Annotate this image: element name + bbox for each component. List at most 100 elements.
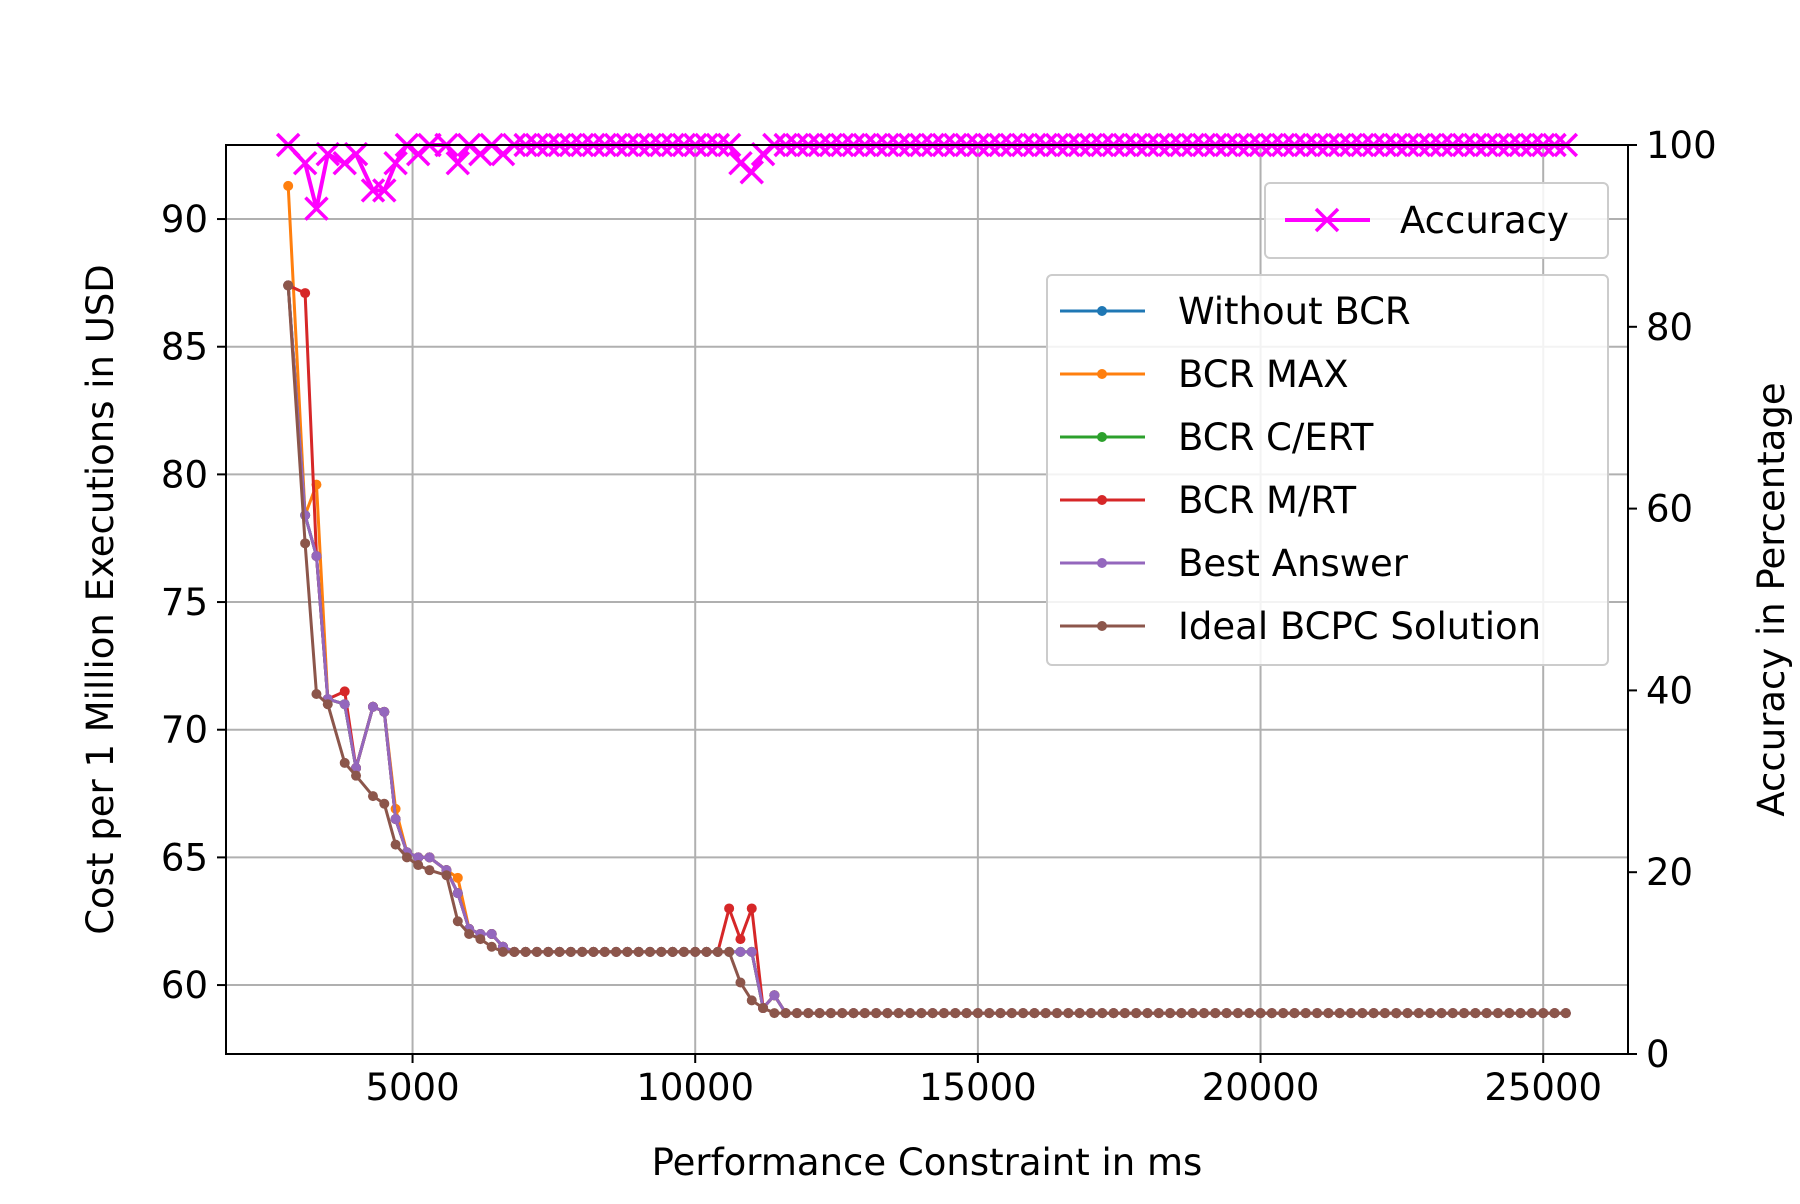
marker-accuracy-39 xyxy=(739,160,764,185)
marker-ideal-bcpc-solution-21 xyxy=(543,946,554,957)
left-y-tick-label-1: 65 xyxy=(161,836,208,879)
legend-secondary: Accuracy xyxy=(1264,182,1609,259)
marker-ideal-bcpc-solution-78 xyxy=(1187,1008,1198,1019)
marker-ideal-bcpc-solution-40 xyxy=(758,1003,769,1014)
marker-ideal-bcpc-solution-95 xyxy=(1379,1008,1390,1019)
marker-ideal-bcpc-solution-48 xyxy=(848,1008,859,1019)
marker-ideal-bcpc-solution-37 xyxy=(724,946,735,957)
left-y-tick-label-4: 80 xyxy=(161,453,208,496)
marker-ideal-bcpc-solution-4 xyxy=(339,757,350,768)
marker-ideal-bcpc-solution-79 xyxy=(1199,1008,1210,1019)
legend-swatch-marker-bcr-m-rt xyxy=(1097,495,1107,505)
legend-swatch-marker-bcr-max xyxy=(1097,369,1107,379)
marker-ideal-bcpc-solution-5 xyxy=(351,770,362,781)
right-y-tick-label-4: 80 xyxy=(1646,306,1693,349)
marker-ideal-bcpc-solution-99 xyxy=(1425,1008,1436,1019)
marker-best-answer-7 xyxy=(379,706,390,717)
marker-ideal-bcpc-solution-42 xyxy=(780,1008,791,1019)
x-tick-label-0: 5000 xyxy=(365,1066,459,1109)
right-y-tick-label-3: 60 xyxy=(1646,488,1693,531)
tick-layer: 5000 10000 15000 20000 25000 60 65 70 75 80 85 90 0 2… xyxy=(161,124,1717,1109)
marker-ideal-bcpc-solution-72 xyxy=(1119,1008,1130,1019)
marker-ideal-bcpc-solution-65 xyxy=(1040,1008,1051,1019)
legend-primary-box xyxy=(1046,274,1609,666)
marker-ideal-bcpc-solution-2 xyxy=(311,688,322,699)
marker-ideal-bcpc-solution-92 xyxy=(1345,1008,1356,1019)
marker-bcr-max-13 xyxy=(452,872,463,883)
marker-ideal-bcpc-solution-15 xyxy=(475,934,486,945)
left-y-tick-label-5: 85 xyxy=(161,326,208,369)
marker-ideal-bcpc-solution-25 xyxy=(588,946,599,957)
marker-accuracy-1 xyxy=(292,150,318,176)
marker-ideal-bcpc-solution-58 xyxy=(961,1008,972,1019)
series-line-ideal-bcpc-solution xyxy=(286,285,1566,1015)
marker-bcr-m-rt-38 xyxy=(735,934,746,945)
marker-ideal-bcpc-solution-8 xyxy=(390,839,401,850)
marker-ideal-bcpc-solution-38 xyxy=(735,977,746,988)
marker-ideal-bcpc-solution-30 xyxy=(644,946,655,957)
marker-ideal-bcpc-solution-44 xyxy=(803,1008,814,1019)
legend-swatch-marker-bcr-c-ert xyxy=(1097,432,1107,442)
marker-best-answer-41 xyxy=(769,990,780,1001)
marker-best-answer-10 xyxy=(413,852,424,863)
marker-ideal-bcpc-solution-101 xyxy=(1447,1008,1458,1019)
marker-accuracy-8 xyxy=(383,150,408,176)
marker-ideal-bcpc-solution-56 xyxy=(938,1008,949,1019)
marker-bcr-m-rt-4 xyxy=(339,686,350,697)
marker-ideal-bcpc-solution-104 xyxy=(1481,1008,1492,1019)
marker-ideal-bcpc-solution-43 xyxy=(791,1008,802,1019)
marker-ideal-bcpc-solution-59 xyxy=(972,1008,983,1019)
x-tick-label-2: 15000 xyxy=(919,1066,1037,1109)
marker-stroke-b xyxy=(360,178,386,203)
marker-ideal-bcpc-solution-60 xyxy=(984,1008,995,1019)
marker-ideal-bcpc-solution-103 xyxy=(1470,1008,1481,1019)
left-y-tick-label-3: 75 xyxy=(161,581,208,624)
marker-best-answer-11 xyxy=(424,852,435,863)
marker-ideal-bcpc-solution-47 xyxy=(837,1008,848,1019)
legend-swatch-marker-ideal-bcpc-solution xyxy=(1097,621,1107,631)
marker-ideal-bcpc-solution-102 xyxy=(1459,1008,1470,1019)
marker-ideal-bcpc-solution-34 xyxy=(690,946,701,957)
marker-ideal-bcpc-solution-23 xyxy=(565,946,576,957)
marker-stroke-b xyxy=(445,150,471,176)
marker-stroke-b xyxy=(304,196,329,221)
legend-label-bcr-m-rt: BCR M/RT xyxy=(1178,479,1356,522)
marker-ideal-bcpc-solution-94 xyxy=(1368,1008,1379,1019)
marker-ideal-bcpc-solution-55 xyxy=(927,1008,938,1019)
left-y-axis-label: Cost per 1 Million Executions in USD xyxy=(79,264,122,935)
marker-best-answer-4 xyxy=(339,699,350,710)
x-tick-label-4: 25000 xyxy=(1484,1066,1602,1109)
marker-ideal-bcpc-solution-70 xyxy=(1097,1008,1108,1019)
marker-ideal-bcpc-solution-19 xyxy=(520,946,531,957)
marker-stroke-b xyxy=(292,150,318,176)
marker-ideal-bcpc-solution-106 xyxy=(1504,1008,1515,1019)
marker-bcr-m-rt-37 xyxy=(724,903,735,914)
marker-bcr-m-rt-1 xyxy=(300,288,311,299)
legend-primary: Without BCR BCR MAX BCR C/ERT BCR M/RT Best … xyxy=(1046,274,1609,666)
marker-ideal-bcpc-solution-69 xyxy=(1085,1008,1096,1019)
marker-ideal-bcpc-solution-100 xyxy=(1436,1008,1447,1019)
marker-ideal-bcpc-solution-68 xyxy=(1074,1008,1085,1019)
marker-ideal-bcpc-solution-52 xyxy=(893,1008,904,1019)
legend-label-bcr-c-ert: BCR C/ERT xyxy=(1178,416,1374,459)
marker-ideal-bcpc-solution-81 xyxy=(1221,1008,1232,1019)
marker-ideal-bcpc-solution-73 xyxy=(1131,1008,1142,1019)
left-y-tick-label-0: 60 xyxy=(161,964,208,1007)
legend-secondary-box xyxy=(1264,182,1609,259)
right-y-tick-label-2: 40 xyxy=(1646,669,1693,712)
marker-best-answer-6 xyxy=(367,701,378,712)
marker-stroke-b xyxy=(372,178,397,203)
marker-ideal-bcpc-solution-14 xyxy=(464,928,475,939)
marker-ideal-bcpc-solution-89 xyxy=(1312,1008,1323,1019)
marker-stroke-b xyxy=(383,150,408,176)
marker-best-answer-39 xyxy=(746,946,757,957)
marker-bcr-m-rt-39 xyxy=(746,903,757,914)
marker-ideal-bcpc-solution-6 xyxy=(367,791,378,802)
marker-ideal-bcpc-solution-85 xyxy=(1266,1008,1277,1019)
marker-ideal-bcpc-solution-107 xyxy=(1515,1008,1526,1019)
marker-ideal-bcpc-solution-63 xyxy=(1018,1008,1029,1019)
right-y-axis-label: Accuracy in Percentage xyxy=(1750,382,1793,816)
marker-ideal-bcpc-solution-67 xyxy=(1063,1008,1074,1019)
